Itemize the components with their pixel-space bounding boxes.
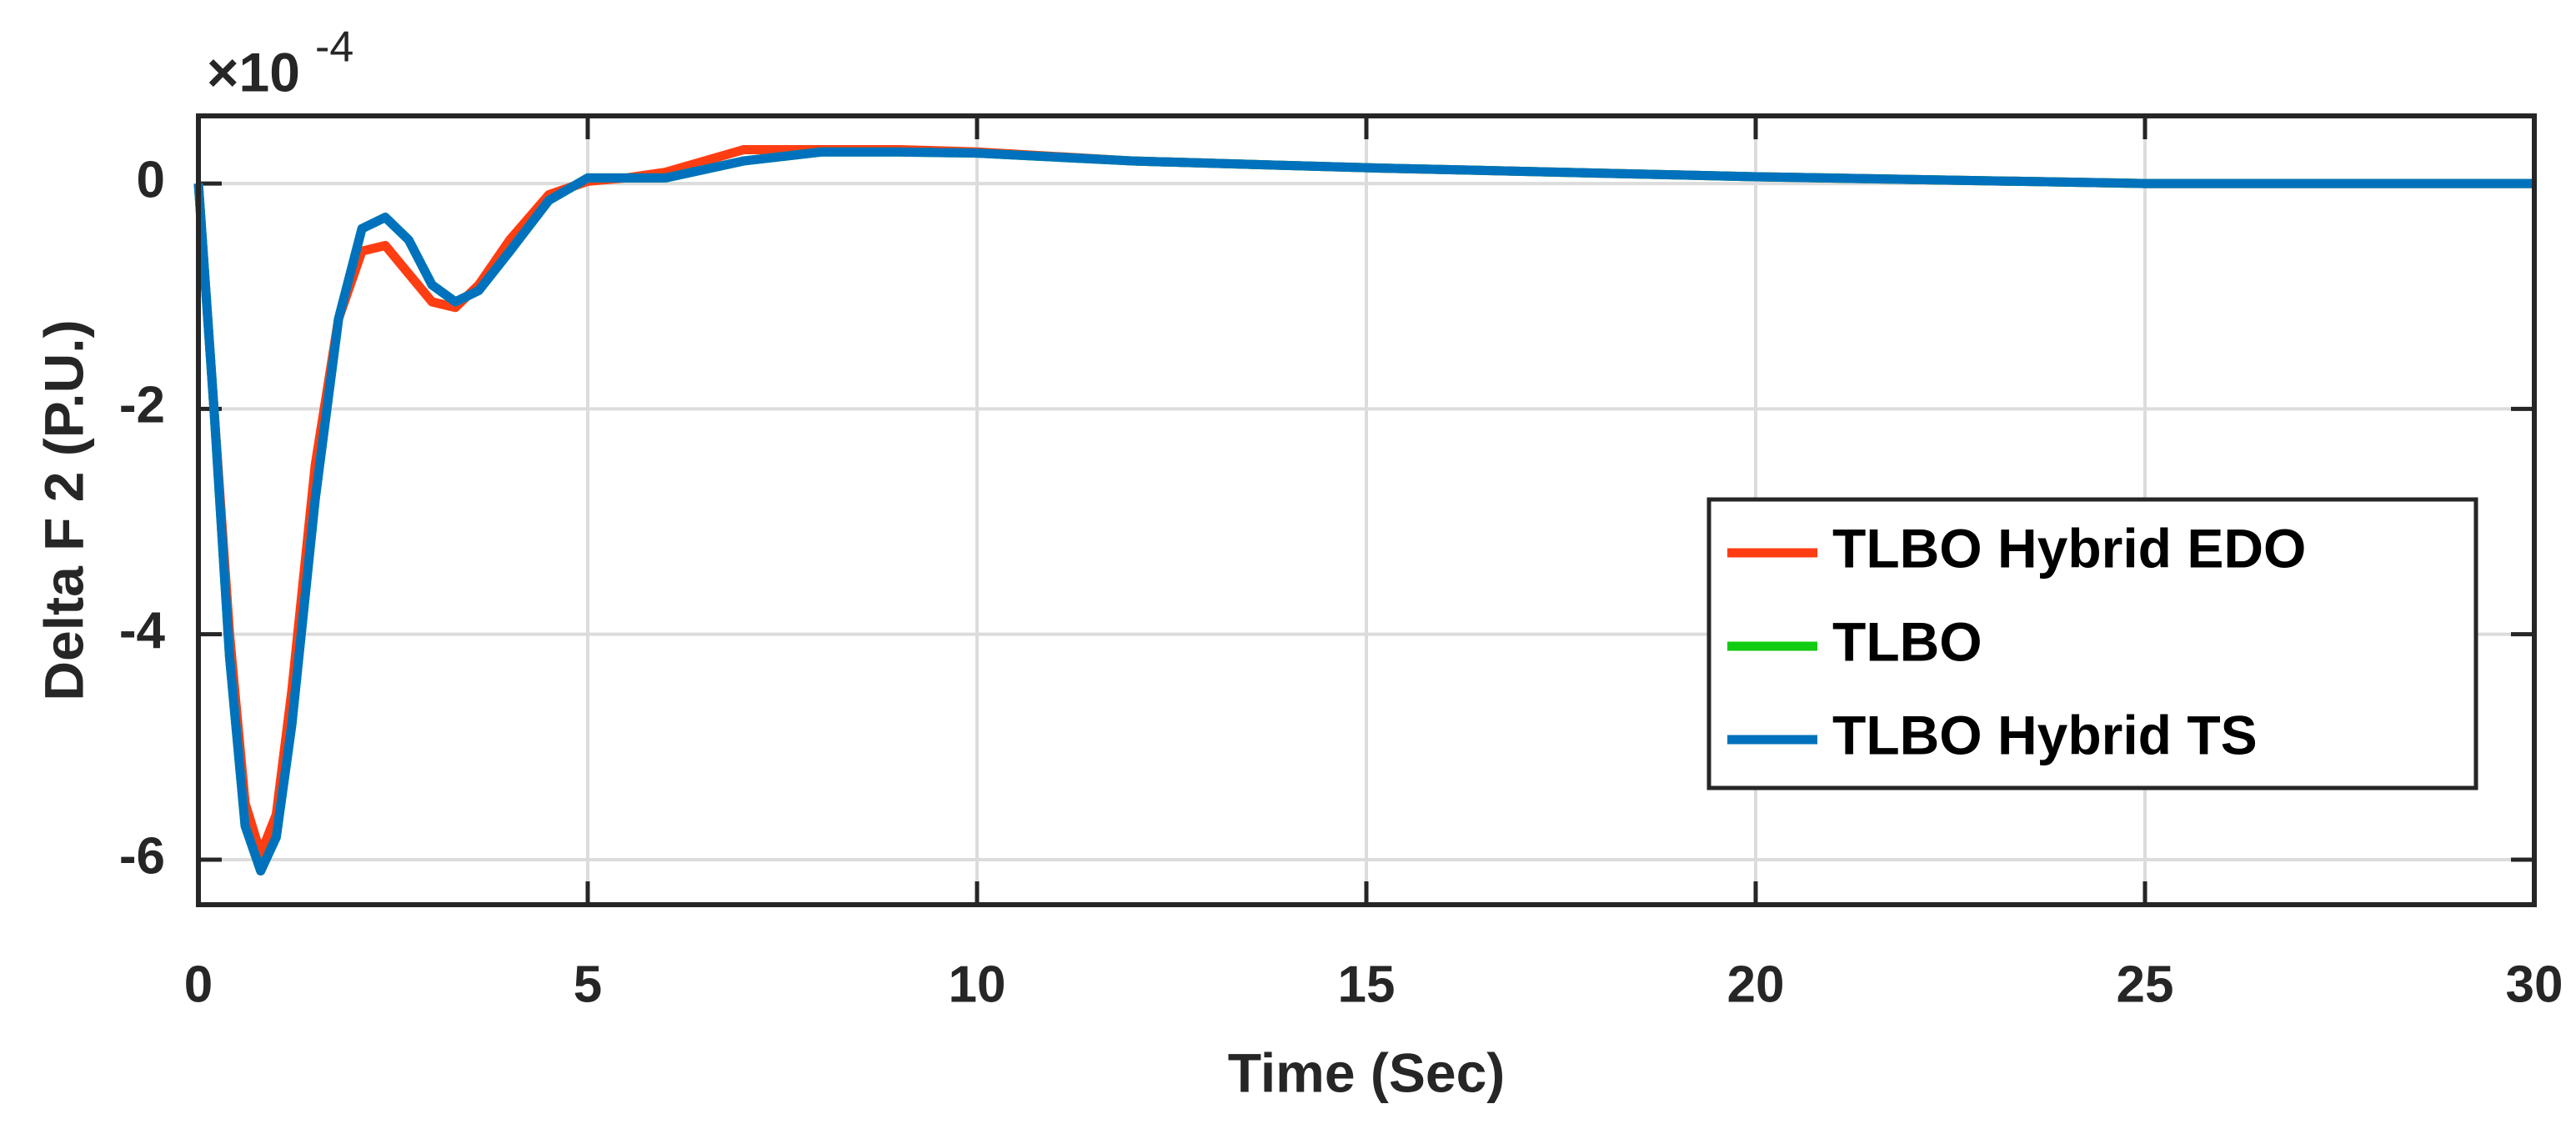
legend-box <box>1706 497 2478 790</box>
y-tick-label: -6 <box>119 827 165 885</box>
x-tick-label: 20 <box>1727 956 1785 1013</box>
x-tick-label: 0 <box>184 956 213 1013</box>
x-tick-label: 5 <box>574 956 602 1013</box>
x-tick-label: 10 <box>949 956 1006 1013</box>
y-tick-label: -4 <box>119 602 166 660</box>
x-tick-label: 30 <box>2506 956 2563 1013</box>
y-axis-label: Delta F 2 (P.U.) <box>33 319 94 700</box>
x-axis-label: Time (Sec) <box>1228 1041 1506 1103</box>
series-line <box>193 147 2534 876</box>
x-tick-label: 15 <box>1338 956 1396 1013</box>
legend-label: TLBO Hybrid EDO <box>1832 517 2306 579</box>
x-tick-label: 25 <box>2117 956 2174 1013</box>
y-tick-label: -2 <box>119 377 165 434</box>
y-multiplier-exponent: -4 <box>315 23 353 72</box>
y-tick-label: 0 <box>137 151 165 208</box>
legend-label: TLBO <box>1832 610 1982 672</box>
legend-label: TLBO Hybrid TS <box>1832 704 2258 765</box>
axes-frame <box>196 113 2537 907</box>
y-multiplier: ×10 <box>207 41 300 103</box>
